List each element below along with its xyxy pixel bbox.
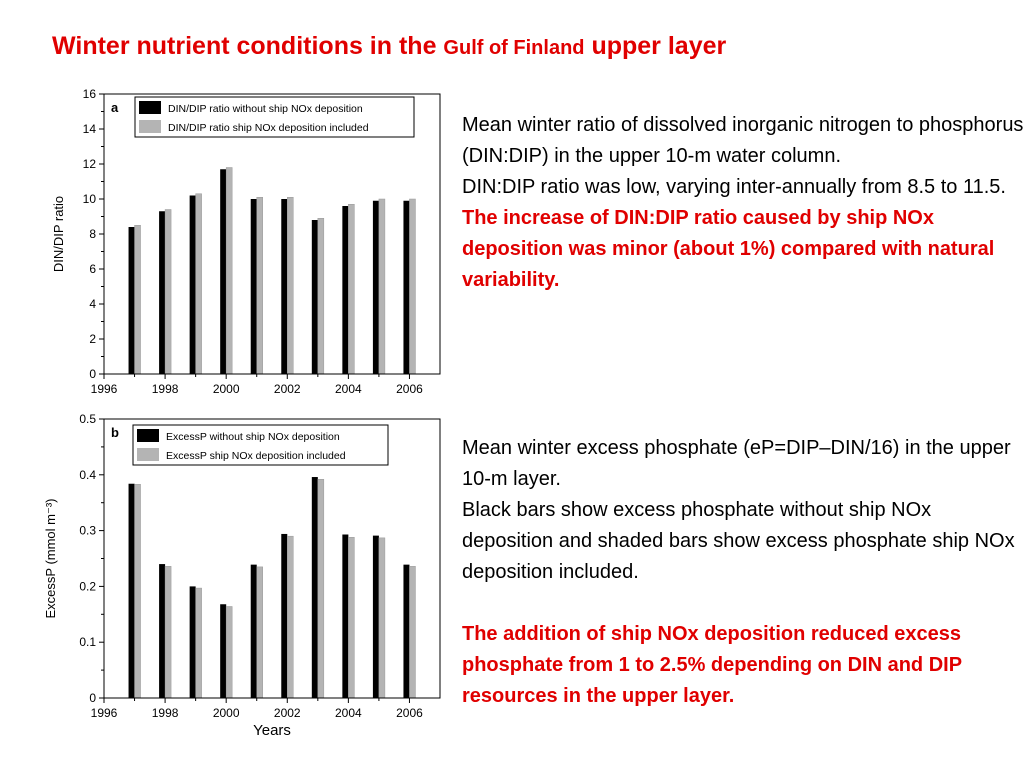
x-tick-label: 2006 [396,706,423,720]
y-tick-label: 6 [89,262,96,276]
y-tick-label: 0.3 [79,524,96,538]
y-tick-label: 0.1 [79,635,96,649]
y-tick-label: 0.4 [79,468,96,482]
text-a-line1: Mean winter ratio of dissolved inorganic… [462,114,1024,167]
bar-included-1999 [195,587,202,699]
y-tick-label: 16 [83,87,97,101]
bar-included-2006 [409,198,416,375]
bar-without-1999 [189,195,196,374]
bar-without-1997 [128,227,135,374]
bar-included-2006 [409,566,416,699]
bar-without-2002 [281,199,288,374]
x-tick-label: 1998 [152,382,179,396]
bar-included-2001 [256,197,263,375]
legend-swatch-1 [139,120,161,133]
y-tick-label: 0 [89,691,96,705]
bar-without-1998 [159,564,166,698]
y-tick-label: 0.2 [79,579,96,593]
bar-without-1997 [128,483,135,698]
bar-included-2005 [378,198,386,375]
x-tick-label: 2002 [274,706,301,720]
y-axis-label: DIN/DIP ratio [51,196,66,272]
x-tick-label: 2006 [396,382,423,396]
x-tick-label: 2000 [213,382,240,396]
x-tick-label: 1996 [91,382,118,396]
bar-included-1998 [164,209,172,375]
legend-label-1: DIN/DIP ratio ship NOx deposition includ… [168,122,369,134]
legend-swatch-0 [137,429,159,442]
x-tick-label: 2000 [213,706,240,720]
bar-without-2000 [220,169,227,374]
text-b-spacer [462,588,1024,619]
y-tick-label: 0 [89,367,96,381]
bar-included-1998 [164,566,172,699]
legend-label-0: ExcessP without ship NOx deposition [166,431,340,443]
y-axis-label: ExcessP (mmol m⁻³) [43,498,58,618]
bar-included-2003 [317,479,325,699]
slide-title-part1: Winter nutrient conditions in the [52,32,444,60]
bar-without-2005 [372,200,379,374]
y-tick-label: 4 [89,297,96,311]
chart-din-dip-ratio: 0 2 4 6 8 10 12 14 16 1996 1998 2000 2002 2004 2006 DIN… [51,87,441,396]
bar-included-2003 [317,218,325,375]
text-b-line1: Mean winter excess phosphate (eP=DIP–DIN… [462,437,1011,490]
legend-label-1: ExcessP ship NOx deposition included [166,450,346,462]
bar-without-2000 [220,604,227,698]
bar-without-2006 [403,564,410,698]
bar-without-2001 [250,199,257,374]
x-axis-label: Years [253,722,291,739]
bar-included-2000 [225,167,233,375]
bar-without-2002 [281,533,288,698]
bar-without-1999 [189,586,196,698]
bar-without-2001 [250,564,257,698]
slide-title-part3: upper layer [584,32,727,60]
legend-box [134,96,415,138]
text-b-line2: Black bars show excess phosphate without… [462,499,1015,583]
text-a-highlight: The increase of DIN:DIP ratio caused by … [462,207,995,291]
x-tick-label: 2002 [274,382,301,396]
bar-without-2003 [311,220,318,374]
text-block-a: Mean winter ratio of dissolved inorganic… [462,110,1024,296]
y-tick-label: 10 [83,192,97,206]
y-tick-label: 12 [83,157,97,171]
bar-included-2000 [225,606,233,699]
y-tick-label: 0.5 [79,412,96,426]
slide-title-part2: Gulf of Finland [443,37,585,59]
bar-included-2001 [256,566,263,699]
bar-without-2005 [372,535,379,698]
bar-without-2006 [403,200,410,374]
panel-label: a [111,100,119,115]
x-tick-label: 2004 [335,382,362,396]
bar-included-1997 [134,225,141,375]
y-tick-label: 8 [89,227,96,241]
legend-label-0: DIN/DIP ratio without ship NOx depositio… [168,103,363,115]
bar-without-2004 [342,534,349,698]
bar-included-2002 [287,197,294,375]
y-tick-label: 2 [89,332,96,346]
text-a-line2: DIN:DIP ratio was low, varying inter-ann… [462,176,1006,198]
bar-included-2002 [287,535,294,699]
bar-included-2004 [348,204,355,375]
text-block-b: Mean winter excess phosphate (eP=DIP–DIN… [462,433,1024,712]
bar-included-1999 [195,193,202,375]
y-tick-label: 14 [83,122,97,136]
bar-included-1997 [134,484,141,699]
bar-without-2003 [311,477,318,698]
bar-included-2004 [348,537,355,699]
legend-swatch-1 [137,448,159,461]
legend-box [132,424,389,466]
bar-without-2004 [342,206,349,374]
x-tick-label: 2004 [335,706,362,720]
chart-excess-phosphate: 0 0.1 0.2 0.3 0.4 0.5 1996 1998 2000 2002 2004 2006… [43,412,441,739]
bar-without-1998 [159,211,166,374]
bar-included-2005 [378,537,386,699]
x-tick-label: 1998 [152,706,179,720]
x-tick-label: 1996 [91,706,118,720]
slide-title: Winter nutrient conditions in the Gulf o… [52,32,726,61]
panel-label: b [111,425,119,440]
text-b-highlight: The addition of ship NOx deposition redu… [462,623,962,707]
legend-swatch-0 [139,101,161,114]
